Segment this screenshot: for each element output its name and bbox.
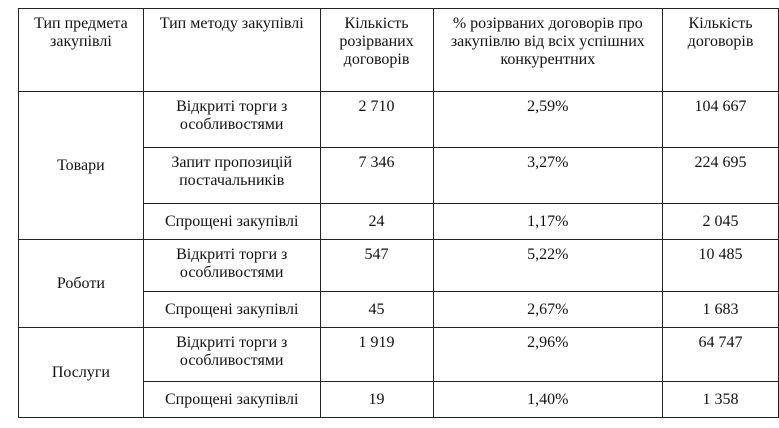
terminated-cell: 24 — [319, 203, 434, 240]
total-cell: 224 695 — [662, 147, 779, 204]
method-cell: Відкриті торги з особливостями — [142, 91, 321, 148]
header-row: Тип предмета закупівлі Тип методу закупі… — [18, 8, 779, 92]
percent-cell: 5,22% — [432, 239, 664, 292]
terminated-cell: 45 — [319, 291, 434, 328]
percent-cell: 2,96% — [432, 327, 664, 382]
percent-cell: 3,27% — [432, 147, 664, 204]
group-name-services: Послуги — [18, 327, 144, 418]
total-cell: 104 667 — [662, 91, 779, 148]
method-cell: Відкриті торги з особливостями — [142, 239, 321, 292]
header-contracts-count: Кількість договорів — [662, 8, 779, 92]
header-terminated-percent: % розірваних договорів про закупівлю від… — [432, 8, 664, 92]
terminated-cell: 19 — [319, 381, 434, 418]
group-name-works: Роботи — [18, 239, 144, 328]
table-row: Спрощені закупівлі 24 1,17% 2 045 — [19, 203, 779, 240]
header-method-type: Тип методу закупівлі — [142, 8, 321, 92]
table-row: Послуги Відкриті торги з особливостями 1… — [18, 327, 779, 418]
percent-cell: 2,59% — [432, 91, 664, 148]
percent-cell: 1,17% — [432, 203, 664, 240]
terminated-cell: 1 919 — [319, 327, 434, 382]
terminated-cell: 547 — [319, 239, 434, 292]
total-cell: 1 358 — [662, 381, 779, 418]
terminated-cell: 2 710 — [319, 91, 434, 148]
method-cell: Спрощені закупівлі — [142, 381, 321, 418]
method-cell: Спрощені закупівлі — [142, 203, 321, 240]
percent-cell: 1,40% — [432, 381, 664, 418]
method-cell: Відкриті торги з особливостями — [142, 327, 321, 382]
header-subject-type: Тип предмета закупівлі — [18, 8, 144, 92]
table-row: Роботи Відкриті торги з особливостями 54… — [18, 239, 779, 328]
total-cell: 2 045 — [662, 203, 779, 240]
procurement-table: Тип предмета закупівлі Тип методу закупі… — [18, 8, 779, 418]
table-row: Запит пропозицій постачальників 7 346 3,… — [19, 147, 779, 204]
procurement-table-container: Тип предмета закупівлі Тип методу закупі… — [18, 8, 779, 418]
method-cell: Спрощені закупівлі — [142, 291, 321, 328]
terminated-cell: 7 346 — [319, 147, 434, 204]
header-terminated-count: Кількість розірваних договорів — [319, 8, 434, 92]
total-cell: 64 747 — [662, 327, 779, 382]
total-cell: 1 683 — [662, 291, 779, 328]
table-row: Товари Відкриті торги з особливостями 2 … — [18, 91, 779, 240]
table-row: Спрощені закупівлі 19 1,40% 1 358 — [19, 381, 779, 418]
percent-cell: 2,67% — [432, 291, 664, 328]
group-name-goods: Товари — [18, 91, 144, 240]
method-cell: Запит пропозицій постачальників — [142, 147, 321, 204]
total-cell: 10 485 — [662, 239, 779, 292]
